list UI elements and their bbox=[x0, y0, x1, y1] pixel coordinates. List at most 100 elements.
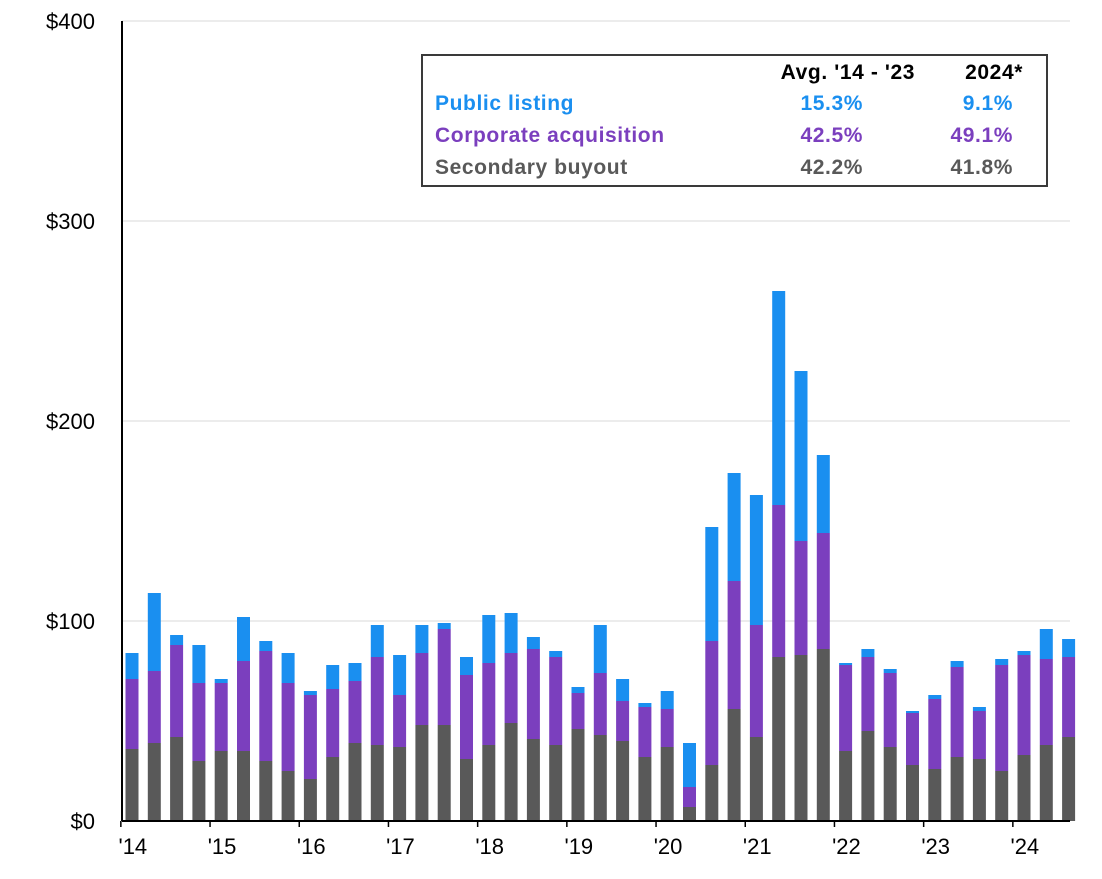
bar-segment-corporate-acquisition bbox=[883, 673, 897, 747]
bar-segment-secondary-buyout bbox=[125, 749, 139, 821]
bar-segment-corporate-acquisition bbox=[839, 665, 853, 751]
bar-segment-corporate-acquisition bbox=[192, 683, 206, 761]
bar-segment-public-listing bbox=[972, 707, 986, 711]
legend-row-corporate-acquisition: Corporate acquisition 42.5% 49.1% bbox=[423, 124, 1046, 154]
bar-segment-corporate-acquisition bbox=[526, 649, 540, 739]
x-tick-label: '22 bbox=[832, 834, 861, 859]
bar-segment-public-listing bbox=[549, 651, 563, 657]
bar-segment-secondary-buyout bbox=[705, 765, 719, 821]
x-tick-label: '21 bbox=[743, 834, 772, 859]
bar-segment-secondary-buyout bbox=[906, 765, 919, 821]
x-tick-label: '18 bbox=[475, 834, 504, 859]
bar-segment-secondary-buyout bbox=[549, 745, 563, 821]
bar-segment-secondary-buyout bbox=[348, 743, 362, 821]
bar-segment-secondary-buyout bbox=[1039, 745, 1053, 821]
bar-segment-public-listing bbox=[303, 691, 317, 695]
x-tick-label: '24 bbox=[1011, 834, 1040, 859]
bar-segment-secondary-buyout bbox=[816, 649, 830, 821]
bar-segment-corporate-acquisition bbox=[816, 533, 830, 649]
bar-segment-corporate-acquisition bbox=[906, 713, 919, 765]
bar-segment-secondary-buyout bbox=[995, 771, 1009, 821]
bar-segment-public-listing bbox=[749, 495, 763, 625]
bar-segment-corporate-acquisition bbox=[727, 581, 741, 709]
bar-segment-secondary-buyout bbox=[259, 761, 273, 821]
bar-segment-public-listing bbox=[482, 615, 496, 663]
bar-segment-public-listing bbox=[370, 625, 384, 657]
x-tick-label: '14 bbox=[119, 834, 148, 859]
bar-segment-secondary-buyout bbox=[303, 779, 317, 821]
legend-table: Avg. '14 - '23 2024* Public listing 15.3… bbox=[421, 54, 1048, 187]
bar-segment-corporate-acquisition bbox=[147, 671, 161, 743]
bar-segment-public-listing bbox=[1017, 651, 1031, 655]
y-tick-label: $400 bbox=[46, 9, 95, 34]
bar-segment-public-listing bbox=[616, 679, 630, 701]
bar-segment-public-listing bbox=[393, 655, 407, 695]
bar-segment-corporate-acquisition bbox=[616, 701, 630, 741]
bar-segment-corporate-acquisition bbox=[370, 657, 384, 745]
bar-segment-public-listing bbox=[348, 663, 362, 681]
bar-segment-corporate-acquisition bbox=[794, 541, 808, 655]
bar-segment-public-listing bbox=[861, 649, 875, 657]
y-axis-ticks: $0 $100 $200 $300 $400 bbox=[46, 9, 95, 834]
y-tick-label: $0 bbox=[71, 809, 95, 834]
bar-segment-corporate-acquisition bbox=[1062, 657, 1076, 737]
bar-segment-secondary-buyout bbox=[214, 751, 228, 821]
bar-segment-public-listing bbox=[1062, 639, 1076, 657]
bar-segment-secondary-buyout bbox=[660, 747, 674, 821]
legend-2024-value: 9.1% bbox=[962, 92, 1013, 115]
bar-segment-public-listing bbox=[170, 635, 184, 645]
bar-segment-public-listing bbox=[281, 653, 295, 683]
bar-segment-secondary-buyout bbox=[192, 761, 206, 821]
bar-segment-secondary-buyout bbox=[772, 657, 786, 821]
bar-segment-corporate-acquisition bbox=[1039, 659, 1053, 745]
bar-segment-secondary-buyout bbox=[170, 737, 184, 821]
bar-segment-public-listing bbox=[772, 291, 786, 505]
bar-segment-public-listing bbox=[928, 695, 942, 699]
x-tick-label: '15 bbox=[208, 834, 237, 859]
bar-segment-secondary-buyout bbox=[727, 709, 741, 821]
bar-segment-secondary-buyout bbox=[794, 655, 808, 821]
bar-segment-corporate-acquisition bbox=[326, 689, 340, 757]
bar-segment-secondary-buyout bbox=[437, 725, 451, 821]
legend-header-2024: 2024* bbox=[965, 61, 1023, 84]
bar-segment-public-listing bbox=[906, 711, 919, 713]
bar-segment-corporate-acquisition bbox=[995, 665, 1009, 771]
bar-segment-public-listing bbox=[125, 653, 139, 679]
bar-segment-public-listing bbox=[237, 617, 250, 661]
bar-segment-public-listing bbox=[437, 623, 451, 629]
bar-segment-secondary-buyout bbox=[393, 747, 407, 821]
bar-segment-public-listing bbox=[147, 593, 161, 671]
bar-segment-secondary-buyout bbox=[147, 743, 161, 821]
legend-label: Secondary buyout bbox=[435, 156, 628, 179]
x-tick-label: '16 bbox=[297, 834, 326, 859]
bar-segment-secondary-buyout bbox=[593, 735, 607, 821]
legend-2024-value: 49.1% bbox=[950, 124, 1013, 147]
bar-segment-corporate-acquisition bbox=[214, 683, 228, 751]
bar-segment-secondary-buyout bbox=[950, 757, 964, 821]
bar-segment-corporate-acquisition bbox=[972, 711, 986, 759]
legend-header-row: Avg. '14 - '23 2024* bbox=[423, 61, 1046, 91]
bar-segment-corporate-acquisition bbox=[638, 707, 652, 757]
bar-segment-corporate-acquisition bbox=[437, 629, 451, 725]
bar-segment-secondary-buyout bbox=[237, 751, 250, 821]
bar-segment-public-listing bbox=[727, 473, 741, 581]
bar-segment-corporate-acquisition bbox=[549, 657, 563, 745]
bar-segment-secondary-buyout bbox=[861, 731, 875, 821]
bar-segment-secondary-buyout bbox=[571, 729, 585, 821]
legend-avg-value: 42.5% bbox=[800, 124, 863, 147]
legend-label: Public listing bbox=[435, 92, 575, 115]
legend-avg-value: 15.3% bbox=[800, 92, 863, 115]
bar-segment-public-listing bbox=[415, 625, 429, 653]
bar-segment-public-listing bbox=[259, 641, 273, 651]
bar-segment-public-listing bbox=[950, 661, 964, 667]
y-tick-label: $100 bbox=[46, 609, 95, 634]
bar-segment-corporate-acquisition bbox=[593, 673, 607, 735]
bar-segment-corporate-acquisition bbox=[303, 695, 317, 779]
bar-segment-secondary-buyout bbox=[415, 725, 429, 821]
bar-segment-secondary-buyout bbox=[928, 769, 942, 821]
x-tick-label: '23 bbox=[921, 834, 950, 859]
bar-segment-corporate-acquisition bbox=[861, 657, 875, 731]
bar-segment-public-listing bbox=[1039, 629, 1053, 659]
x-axis-ticks: '14 '15 '16 '17 '18 '19 '20 '21 '22 '23 '24 bbox=[119, 821, 1040, 859]
